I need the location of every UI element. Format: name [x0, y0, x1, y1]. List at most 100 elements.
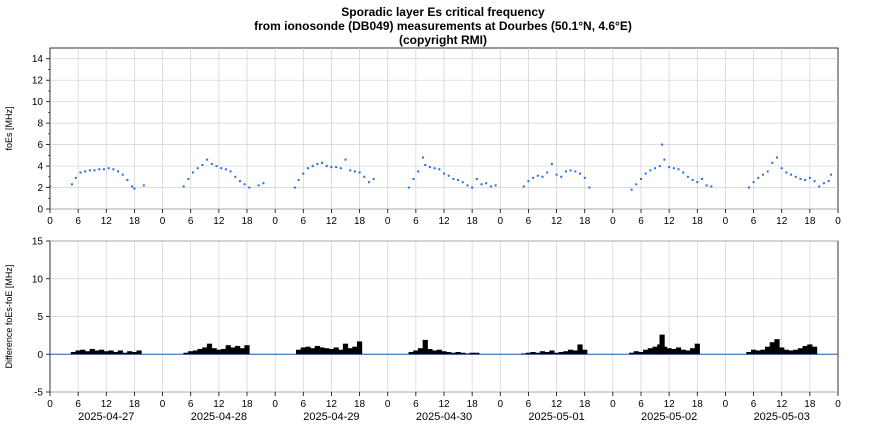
data-point — [112, 168, 115, 171]
data-point — [804, 179, 807, 182]
data-point — [761, 173, 764, 176]
x-tick-label: 12 — [101, 399, 113, 410]
data-point — [438, 168, 441, 171]
data-point — [121, 173, 124, 176]
data-bar — [521, 353, 527, 355]
x-tick-label: 6 — [526, 216, 532, 227]
data-bar — [811, 346, 818, 355]
day-label: 2025-05-03 — [754, 411, 810, 423]
data-bar — [765, 346, 771, 355]
data-point — [71, 183, 74, 186]
data-point — [302, 172, 305, 175]
data-point — [579, 172, 582, 175]
y-tick-label: 2 — [37, 183, 43, 194]
data-point — [560, 175, 563, 178]
data-bar — [563, 351, 569, 355]
data-bar — [427, 348, 433, 355]
data-bar — [680, 349, 686, 355]
data-point — [822, 182, 825, 185]
data-point — [541, 175, 544, 178]
data-point — [829, 173, 832, 176]
data-bar — [192, 350, 199, 355]
data-bar — [103, 351, 109, 355]
x-tick-label: 0 — [385, 399, 391, 410]
data-point — [117, 170, 120, 173]
y-tick-label: 5 — [37, 312, 43, 323]
data-point — [262, 182, 265, 185]
x-tick-label: 18 — [241, 216, 253, 227]
data-bar — [408, 351, 414, 355]
x-tick-label: 12 — [326, 216, 338, 227]
data-point — [421, 156, 424, 159]
data-bar — [671, 348, 677, 355]
data-point — [335, 166, 338, 169]
data-bar — [108, 350, 114, 355]
data-bar — [131, 351, 138, 355]
y-tick-label: 14 — [32, 54, 44, 65]
x-tick-label: 0 — [723, 216, 729, 227]
data-bar — [802, 345, 808, 355]
data-point — [257, 184, 260, 187]
x-tick-label: 6 — [75, 216, 81, 227]
data-point — [644, 172, 647, 175]
data-point — [691, 179, 694, 182]
data-bar — [333, 347, 339, 355]
data-bar — [558, 351, 564, 355]
data-bar — [647, 348, 653, 355]
data-point — [672, 167, 675, 170]
data-point — [49, 185, 51, 188]
data-bar — [535, 352, 541, 355]
data-bar — [328, 348, 335, 355]
data-bar — [746, 351, 752, 355]
data-bar — [666, 348, 672, 355]
data-bar — [553, 352, 560, 355]
x-tick-label: 12 — [438, 216, 450, 227]
data-bar — [89, 348, 95, 355]
data-point — [574, 170, 577, 173]
x-tick-label: 0 — [835, 216, 841, 227]
y-tick-label: 0 — [37, 350, 43, 361]
x-tick-label: 0 — [160, 399, 166, 410]
data-point — [84, 170, 87, 173]
data-bar — [94, 350, 100, 355]
data-point — [790, 173, 793, 176]
data-bar — [70, 351, 77, 355]
data-bar — [356, 341, 363, 355]
x-tick-label: 6 — [301, 216, 307, 227]
data-point — [238, 180, 241, 183]
day-label: 2025-05-01 — [528, 411, 584, 423]
x-tick-label: 0 — [47, 216, 53, 227]
y-tick-label: 10 — [32, 97, 44, 108]
data-point — [668, 166, 671, 169]
data-bar — [568, 349, 574, 355]
y-tick-label: 0 — [37, 205, 43, 216]
x-tick-label: 6 — [188, 399, 194, 410]
data-bar — [295, 349, 302, 355]
data-bar — [432, 350, 438, 355]
data-bar — [122, 352, 128, 355]
data-point — [466, 184, 469, 187]
data-bar — [80, 349, 86, 355]
data-bar — [75, 350, 81, 355]
data-bar — [629, 352, 635, 355]
data-point — [658, 165, 661, 168]
data-point — [564, 170, 567, 173]
data-bar — [300, 347, 306, 355]
data-point — [443, 172, 445, 175]
x-tick-label: 0 — [835, 399, 841, 410]
data-point — [192, 171, 195, 174]
x-tick-label: 6 — [188, 216, 194, 227]
y-tick-label: 12 — [32, 76, 44, 87]
data-point — [142, 184, 145, 187]
data-bar — [305, 346, 311, 355]
data-bar — [633, 351, 639, 355]
data-bar — [98, 349, 105, 355]
data-point — [494, 184, 497, 187]
data-point — [785, 171, 788, 174]
data-point — [248, 186, 251, 189]
x-tick-label: 0 — [610, 216, 616, 227]
data-point — [447, 174, 450, 177]
data-point — [532, 176, 535, 179]
data-point — [550, 162, 553, 165]
data-bar — [342, 343, 349, 355]
